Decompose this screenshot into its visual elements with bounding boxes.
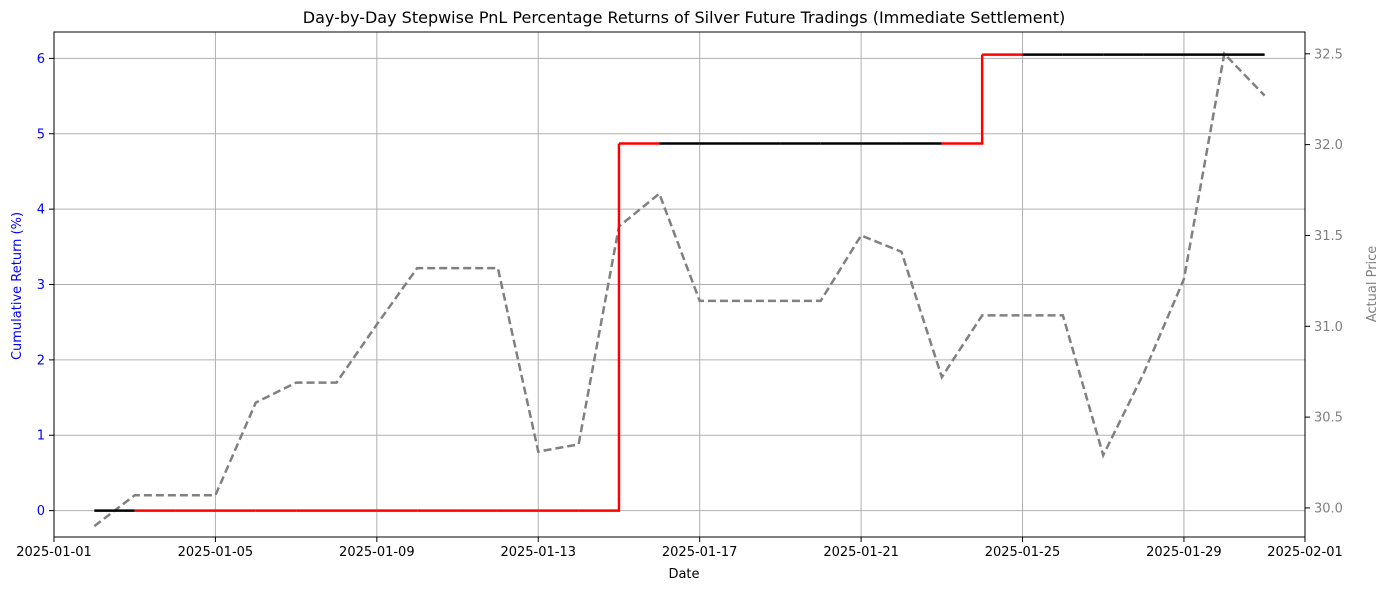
- x-axis-title: Date: [668, 567, 699, 582]
- right-y-tick-label: 31.5: [1314, 229, 1343, 244]
- grid: [53, 32, 1306, 537]
- left-y-tick-label: 6: [37, 52, 45, 67]
- cumulative-return-series: [94, 53, 1265, 512]
- x-tick-label: 2025-01-09: [339, 545, 415, 560]
- left-y-axis-ticks: 0 1 2 3 4 5 6: [37, 52, 54, 519]
- actual-price-series: [93, 51, 1266, 528]
- left-y-tick-label: 3: [37, 278, 45, 293]
- x-tick-label: 2025-01-17: [662, 545, 738, 560]
- left-y-tick-label: 0: [37, 504, 45, 519]
- left-y-tick-label: 2: [37, 353, 45, 368]
- x-tick-label: 2025-01-25: [985, 545, 1061, 560]
- actual-price-line: [93, 51, 1266, 528]
- x-tick-label: 2025-01-05: [178, 545, 254, 560]
- x-tick-label: 2025-01-13: [500, 545, 576, 560]
- return-step-segment: [578, 143, 621, 512]
- left-y-tick-label: 5: [37, 127, 45, 142]
- left-y-tick-label: 1: [37, 429, 45, 444]
- right-y-axis-ticks: 30.0 30.5 31.0 31.5 32.0 32.5: [1305, 47, 1343, 516]
- right-y-tick-label: 32.5: [1314, 47, 1343, 62]
- x-tick-label: 2025-01-01: [16, 545, 92, 560]
- left-y-axis-title: Cumulative Return (%): [10, 212, 25, 360]
- chart-title: Day-by-Day Stepwise PnL Percentage Retur…: [303, 8, 1065, 27]
- right-y-tick-label: 31.0: [1314, 320, 1343, 335]
- left-y-tick-label: 4: [37, 203, 45, 218]
- x-tick-label: 2025-02-01: [1267, 545, 1343, 560]
- right-y-tick-label: 30.0: [1314, 501, 1343, 516]
- right-y-tick-label: 32.0: [1314, 138, 1343, 153]
- x-axis-ticks: 2025-01-01 2025-01-05 2025-01-09 2025-01-13…: [16, 537, 1343, 560]
- right-y-tick-label: 30.5: [1314, 411, 1343, 426]
- x-tick-label: 2025-01-21: [823, 545, 899, 560]
- x-tick-label: 2025-01-29: [1146, 545, 1222, 560]
- return-step-segment: [941, 54, 984, 145]
- right-y-axis-title: Actual Price: [1365, 246, 1380, 323]
